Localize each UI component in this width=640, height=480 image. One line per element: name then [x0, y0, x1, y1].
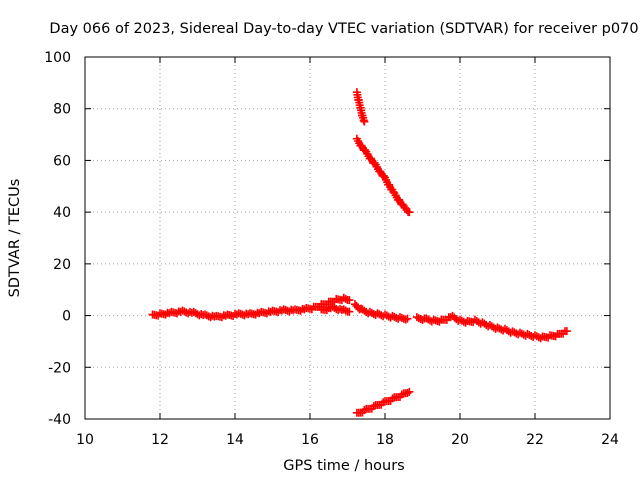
- data-point: [341, 306, 350, 315]
- x-tick-label: 22: [526, 432, 544, 448]
- x-axis-label: GPS time / hours: [283, 458, 404, 474]
- data-point: [341, 294, 350, 303]
- x-tick-label: 12: [151, 432, 169, 448]
- axes: 10 12 14 16 18 20 22 24 -40 -20 0 20 40 60 80 100: [44, 50, 619, 448]
- data-point: [345, 296, 354, 305]
- y-axis-label: SDTVAR / TECUs: [7, 179, 23, 298]
- x-tick-label: 18: [376, 432, 394, 448]
- y-tick-label: 60: [53, 153, 71, 169]
- series-jump-bottom: [352, 387, 414, 417]
- series-main: [148, 293, 354, 322]
- x-tick-label: 16: [301, 432, 319, 448]
- data-point: [403, 389, 412, 398]
- y-tick-label: 100: [44, 50, 71, 66]
- data-point: [379, 171, 388, 180]
- data-point: [562, 327, 571, 336]
- series-jump-top: [352, 88, 369, 126]
- grid: [85, 57, 610, 419]
- y-tick-label: 20: [53, 257, 71, 273]
- y-tick-label: -40: [48, 412, 71, 428]
- data-markers: [148, 88, 571, 417]
- data-point: [403, 314, 412, 323]
- data-point: [345, 307, 354, 316]
- y-tick-label: -20: [48, 360, 71, 376]
- data-point: [405, 208, 414, 217]
- chart-title: Day 066 of 2023, Sidereal Day-to-day VTE…: [49, 21, 638, 37]
- y-tick-label: 80: [53, 102, 71, 118]
- series-evening: [412, 311, 571, 343]
- data-point: [360, 117, 369, 126]
- x-tick-label: 10: [76, 432, 94, 448]
- series-jump-mid: [352, 134, 414, 217]
- y-tick-label: 40: [53, 205, 71, 221]
- x-tick-label: 20: [451, 432, 469, 448]
- y-tick-label: 0: [62, 309, 71, 325]
- plot-frame: [84, 56, 611, 420]
- x-tick-label: 14: [226, 432, 244, 448]
- series-main-lower: [317, 302, 354, 316]
- data-point: [405, 387, 414, 396]
- series-post: [351, 300, 412, 324]
- x-tick-label: 24: [601, 432, 619, 448]
